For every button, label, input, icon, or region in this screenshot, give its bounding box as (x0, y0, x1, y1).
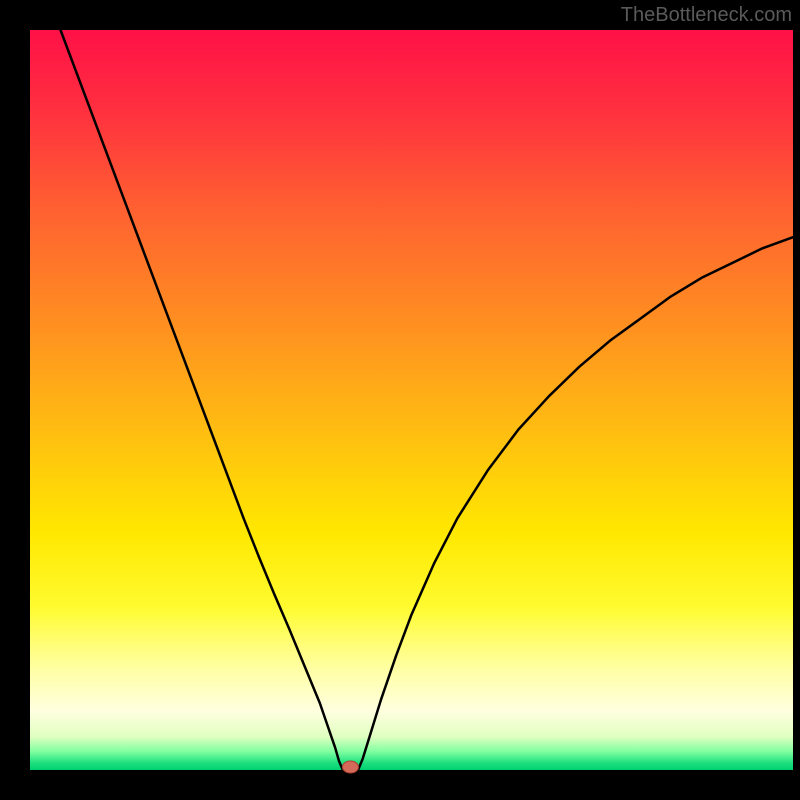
chart-container: TheBottleneck.com (0, 0, 800, 800)
optimal-point-marker (342, 761, 358, 773)
watermark-text: TheBottleneck.com (621, 4, 792, 27)
bottleneck-chart (0, 0, 800, 800)
